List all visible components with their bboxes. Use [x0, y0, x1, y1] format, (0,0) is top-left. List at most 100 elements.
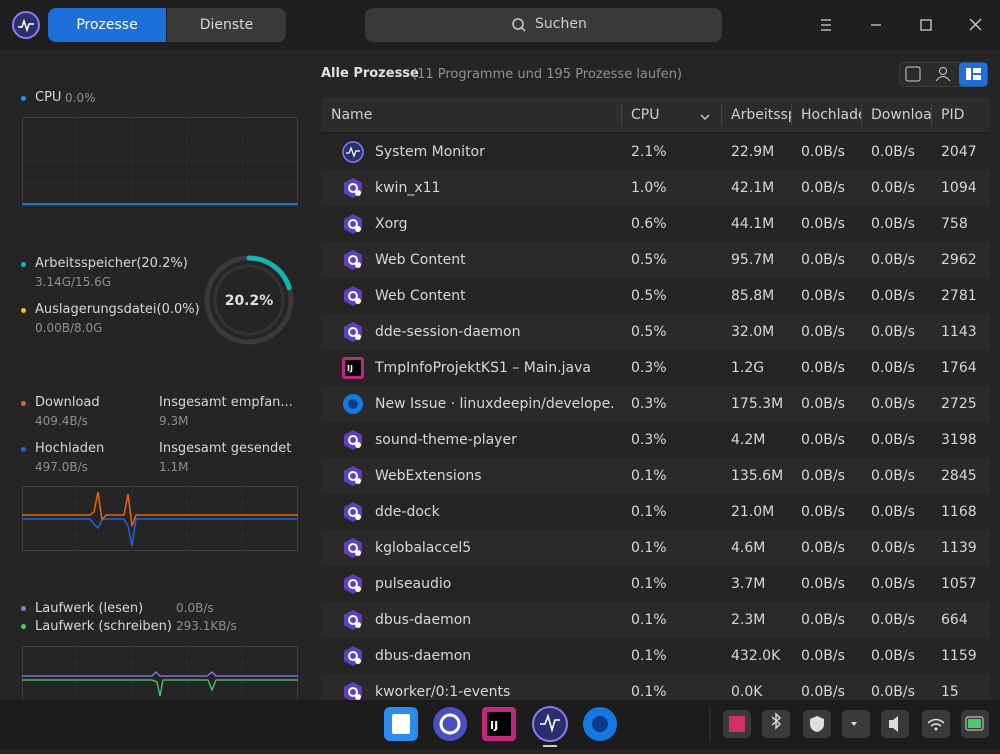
table-cell: 22.9M	[731, 144, 775, 160]
table-cell: WebExtensions	[375, 468, 482, 484]
table-cell: 0.0B/s	[801, 684, 845, 700]
table-cell: 0.0K	[731, 684, 763, 700]
table-row[interactable]	[321, 530, 990, 566]
table-cell: 0.0B/s	[801, 612, 845, 628]
table-cell: 0.0B/s	[871, 216, 915, 232]
table-row[interactable]	[321, 386, 990, 422]
download-value: 409.4B/s	[35, 414, 88, 428]
table-cell: 2047	[941, 144, 977, 160]
disk-write-label: Laufwerk (schreiben)	[35, 619, 172, 634]
section-subtitle: (11 Programme und 195 Prozesse laufen)	[412, 67, 683, 82]
table-cell: 0.1%	[631, 468, 667, 484]
table-cell: dbus-daemon	[375, 612, 472, 628]
table-cell: System Monitor	[375, 144, 485, 160]
table-cell: 1139	[941, 540, 977, 556]
table-cell: 0.1%	[631, 612, 667, 628]
process-icon	[342, 645, 364, 667]
table-cell: 32.0M	[731, 324, 775, 340]
table-cell: dde-dock	[375, 504, 440, 520]
table-cell: 0.0B/s	[801, 576, 845, 592]
table-cell: 0.0B/s	[871, 324, 915, 340]
table-row[interactable]	[321, 422, 990, 458]
table-cell: 0.5%	[631, 324, 667, 340]
table-cell: 0.0B/s	[871, 180, 915, 196]
table-cell: Xorg	[375, 216, 408, 232]
svg-text:IJ: IJ	[347, 364, 353, 373]
table-cell: 2725	[941, 396, 977, 412]
table-cell: 42.1M	[731, 180, 775, 196]
process-icon	[342, 681, 364, 700]
table-cell: 2.3M	[731, 612, 766, 628]
table-cell: 0.0B/s	[801, 252, 845, 268]
table-row[interactable]	[321, 134, 990, 170]
memory-dot	[21, 262, 26, 267]
cpu-graph	[22, 117, 298, 206]
table-cell: 0.0B/s	[801, 324, 845, 340]
table-row[interactable]	[321, 638, 990, 674]
tab-processes[interactable]: Prozesse	[48, 8, 166, 42]
column-header[interactable]: Name	[331, 107, 373, 123]
sort-indicator	[699, 108, 711, 120]
table-cell: 0.1%	[631, 576, 667, 592]
process-icon	[342, 141, 364, 163]
table-cell: 0.3%	[631, 432, 667, 448]
download-dot	[21, 401, 26, 406]
table-row[interactable]	[321, 206, 990, 242]
view-toggle[interactable]	[899, 62, 989, 87]
process-table: Name CPU Arbeitssp Hochlade Downloa PID System…	[321, 98, 990, 700]
table-row[interactable]	[321, 566, 990, 602]
table-cell: 432.0K	[731, 648, 781, 664]
tab-services[interactable]: Dienste	[167, 8, 286, 42]
process-icon	[342, 465, 364, 487]
table-row[interactable]	[321, 602, 990, 638]
table-cell: 0.0B/s	[871, 576, 915, 592]
table-header	[321, 98, 990, 133]
disk-graph	[22, 646, 298, 700]
disk-read-value: 0.0B/s	[176, 601, 214, 615]
table-row[interactable]	[321, 170, 990, 206]
table-row[interactable]	[321, 350, 990, 386]
column-header[interactable]: Hochlade	[801, 107, 861, 123]
table-cell: 0.0B/s	[801, 360, 845, 376]
table-cell: 0.0B/s	[801, 144, 845, 160]
process-icon	[342, 573, 364, 595]
table-cell: 0.3%	[631, 360, 667, 376]
table-cell: 2781	[941, 288, 977, 304]
search-box[interactable]: Suchen	[365, 8, 722, 42]
column-separator	[621, 104, 622, 126]
table-row[interactable]	[321, 242, 990, 278]
table-row[interactable]	[321, 278, 990, 314]
table-cell: 1.2G	[731, 360, 765, 376]
table-cell: 0.0B/s	[871, 540, 915, 556]
dock-icons[interactable]: IJ	[0, 700, 1000, 750]
disk-write-dot	[21, 624, 26, 629]
table-row[interactable]	[321, 458, 990, 494]
table-cell: 0.0B/s	[801, 288, 845, 304]
table-row[interactable]	[321, 314, 990, 350]
window-controls[interactable]	[815, 15, 990, 35]
column-header[interactable]: PID	[941, 107, 965, 123]
table-cell: 0.0B/s	[871, 432, 915, 448]
table-cell: 0.0B/s	[871, 360, 915, 376]
table-cell: dbus-daemon	[375, 648, 472, 664]
table-cell: 0.1%	[631, 540, 667, 556]
column-header[interactable]: Arbeitssp	[731, 107, 791, 123]
table-cell: 758	[941, 216, 968, 232]
table-cell: 44.1M	[731, 216, 775, 232]
cpu-value: 0.0%	[65, 91, 96, 105]
table-cell: 0.0B/s	[871, 504, 915, 520]
table-cell: 0.0B/s	[801, 504, 845, 520]
table-row[interactable]	[321, 494, 990, 530]
table-row[interactable]	[321, 674, 990, 700]
table-cell: kworker/0:1-events	[375, 684, 511, 700]
process-icon	[342, 177, 364, 199]
column-header[interactable]: Downloa	[871, 107, 931, 123]
column-header[interactable]: CPU	[631, 107, 660, 123]
table-cell: 0.3%	[631, 396, 667, 412]
table-cell: 1.0%	[631, 180, 667, 196]
table-cell: 0.5%	[631, 288, 667, 304]
table-cell: 21.0M	[731, 504, 775, 520]
section-title: Alle Prozesse	[321, 66, 419, 81]
memory-label: Arbeitsspeicher(20.2%)	[35, 256, 188, 271]
cpu-dot	[21, 96, 26, 101]
